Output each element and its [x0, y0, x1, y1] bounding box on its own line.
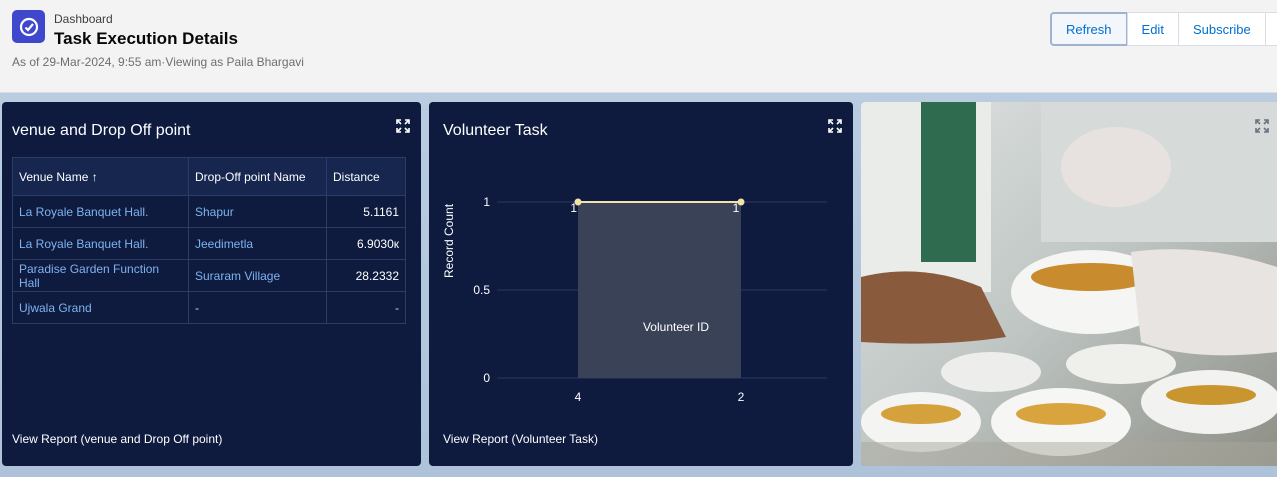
- volunteer-card-title: Volunteer Task: [443, 122, 548, 139]
- column-header-dropoff[interactable]: Drop-Off point Name: [188, 157, 327, 196]
- refresh-button[interactable]: Refresh: [1050, 12, 1128, 46]
- distance-cell: 28.2332: [326, 259, 406, 292]
- table-row: Paradise Garden Function Hall Suraram Vi…: [12, 259, 406, 292]
- view-report-volunteer-link[interactable]: View Report (Volunteer Task): [443, 432, 598, 446]
- volunteer-task-card: Volunteer Task 1 1 0 0.5 1 4 2 Volunteer…: [429, 102, 853, 466]
- column-header-distance[interactable]: Distance: [326, 157, 406, 196]
- dropoff-cell[interactable]: Shapur: [188, 195, 327, 228]
- dropoff-cell: -: [188, 291, 327, 324]
- expand-icon[interactable]: [828, 119, 842, 133]
- page-title: Task Execution Details: [54, 29, 238, 48]
- column-header-venue[interactable]: Venue Name ↑: [12, 157, 189, 196]
- food-distribution-photo: [861, 102, 1277, 466]
- venue-table: Venue Name ↑ Drop-Off point Name Distanc…: [12, 157, 406, 324]
- view-report-venue-link[interactable]: View Report (venue and Drop Off point): [12, 432, 223, 446]
- distance-cell: 6.9030к: [326, 227, 406, 260]
- x-tick-label: 2: [738, 390, 745, 404]
- data-label: 1: [570, 201, 577, 215]
- x-tick-label: 4: [575, 390, 582, 404]
- as-of-timestamp: As of 29-Mar-2024, 9:55 am·Viewing as Pa…: [12, 55, 304, 69]
- food-distribution-image-card: [861, 102, 1277, 466]
- venue-card-title: venue and Drop Off point: [12, 122, 191, 139]
- y-tick-label: 1: [483, 195, 490, 209]
- more-actions-button[interactable]: ▼: [1264, 12, 1277, 46]
- expand-icon[interactable]: [396, 119, 410, 133]
- x-axis-title: Volunteer ID: [643, 320, 709, 334]
- data-point[interactable]: [737, 198, 745, 206]
- expand-icon[interactable]: [1255, 119, 1269, 133]
- venue-dropoff-card: venue and Drop Off point Venue Name ↑ Dr…: [2, 102, 421, 466]
- distance-cell: 5.1161: [326, 195, 406, 228]
- dropoff-cell[interactable]: Suraram Village: [188, 259, 327, 292]
- venue-cell[interactable]: Ujwala Grand: [12, 291, 189, 324]
- y-axis-title: Record Count: [442, 203, 456, 278]
- y-tick-label: 0: [483, 371, 490, 385]
- venue-cell[interactable]: Paradise Garden Function Hall: [12, 259, 189, 292]
- dashboard-header: Dashboard Task Execution Details As of 2…: [0, 0, 1277, 93]
- table-row: La Royale Banquet Hall. Shapur 5.1161: [12, 195, 406, 228]
- chart-area-fill: [578, 202, 741, 378]
- volunteer-task-chart: 1 1 0 0.5 1 4 2 Volunteer ID Record Coun…: [442, 195, 827, 404]
- subscribe-button[interactable]: Subscribe: [1177, 12, 1266, 46]
- venue-cell[interactable]: La Royale Banquet Hall.: [12, 227, 189, 260]
- table-header-row: Venue Name ↑ Drop-Off point Name Distanc…: [12, 157, 406, 196]
- data-point[interactable]: [574, 198, 582, 206]
- y-tick-label: 0.5: [473, 283, 490, 297]
- data-label: 1: [733, 201, 740, 215]
- table-row: Ujwala Grand - -: [12, 291, 406, 324]
- dropoff-cell[interactable]: Jeedimetla: [188, 227, 327, 260]
- table-row: La Royale Banquet Hall. Jeedimetla 6.903…: [12, 227, 406, 260]
- breadcrumb: Dashboard: [54, 12, 113, 26]
- distance-cell: -: [326, 291, 406, 324]
- venue-cell[interactable]: La Royale Banquet Hall.: [12, 195, 189, 228]
- header-button-group: Refresh Edit Subscribe ▼: [1050, 12, 1277, 46]
- dashboard-icon: [12, 10, 45, 43]
- edit-button[interactable]: Edit: [1126, 12, 1179, 46]
